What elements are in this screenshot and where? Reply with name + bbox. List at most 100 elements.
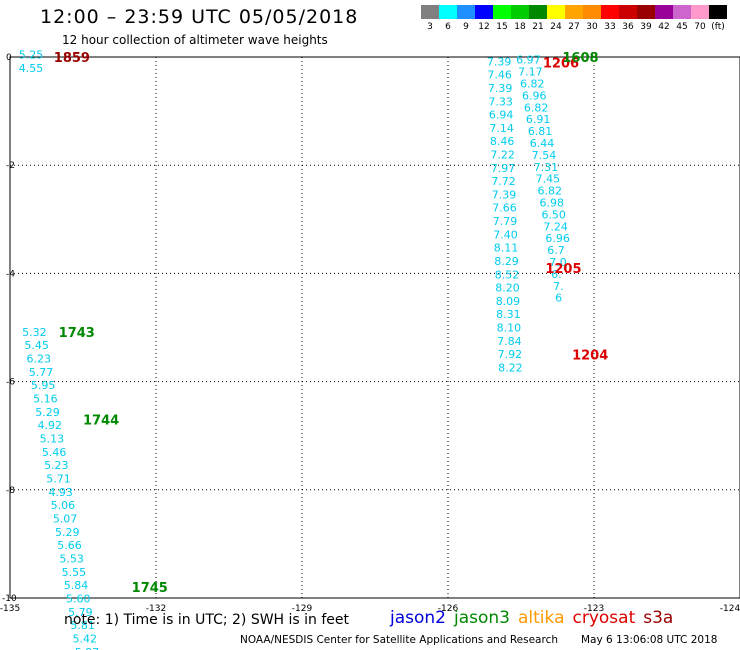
- chart-subtitle: 12 hour collection of altimeter wave hei…: [62, 33, 328, 47]
- wave-height-value: 6.82: [538, 185, 563, 198]
- legend-swatch: [673, 5, 691, 19]
- legend-label: 18: [514, 22, 526, 32]
- wave-height-value: 5.95: [31, 379, 56, 392]
- wave-height-value: 5.23: [44, 459, 69, 472]
- wave-height-value: 7.54: [532, 149, 557, 162]
- wave-height-value: 5.81: [70, 619, 95, 632]
- wave-height-value: 7.14: [489, 122, 514, 135]
- wave-height-value: 6.94: [489, 109, 514, 122]
- x-tick-label: -129: [292, 604, 313, 614]
- y-tick-label: -4: [6, 269, 15, 279]
- wave-height-value: 5.13: [40, 433, 65, 446]
- satellite-jason2: jason2: [390, 608, 446, 628]
- wave-height-value: 8.46: [490, 135, 515, 148]
- wave-height-value: 6: [555, 292, 562, 305]
- satellite-legend: jason2 jason3 altika cryosat s3a: [390, 608, 681, 628]
- wave-height-value: 7.31: [534, 161, 559, 174]
- pass-time-label: 1744: [83, 413, 119, 428]
- wave-height-value: 6.50: [541, 208, 566, 221]
- legend-swatch: [475, 5, 493, 19]
- wave-height-value: 7.72: [491, 175, 516, 188]
- legend-swatch: [637, 5, 655, 19]
- wave-height-value: 7.66: [492, 202, 516, 215]
- legend-label: (ft): [711, 22, 725, 32]
- pass-time-label: 1204: [572, 349, 608, 364]
- legend-label: 36: [622, 22, 634, 32]
- wave-height-value: 5.77: [29, 366, 53, 379]
- wave-height-value: 7.40: [493, 228, 518, 241]
- wave-height-value: 7.92: [498, 348, 523, 361]
- wave-height-value: 5.07: [53, 513, 78, 526]
- wave-height-value: 5.45: [24, 339, 49, 352]
- legend-label: 12: [478, 22, 490, 32]
- wave-height-value: 8.31: [496, 308, 521, 321]
- legend-swatch: [421, 5, 439, 19]
- wave-height-value: 6.7: [547, 244, 565, 257]
- x-tick-label: -126: [438, 604, 459, 614]
- wave-height-value: 5.42: [73, 633, 98, 646]
- legend-swatch: [511, 5, 529, 19]
- pass-time-label: 1206: [543, 56, 579, 71]
- satellite-cryosat: cryosat: [572, 608, 636, 628]
- wave-height-value: 5.97: [75, 646, 100, 650]
- x-tick-label: -123: [584, 604, 604, 614]
- wave-height-value: 6.96: [522, 89, 547, 102]
- satellite-jason3: jason3: [454, 608, 510, 628]
- legend-swatch: [601, 5, 619, 19]
- wave-height-value: 5.71: [46, 473, 71, 486]
- wave-height-value: 4.55: [19, 62, 44, 75]
- wave-height-value: 5.29: [35, 406, 60, 419]
- legend-label: 15: [496, 22, 508, 32]
- legend-swatch: [457, 5, 475, 19]
- wave-height-value: 5.84: [64, 579, 89, 592]
- plot-frame: [9, 56, 740, 599]
- wave-height-value: 5.55: [62, 566, 87, 579]
- y-tick-label: -2: [6, 161, 15, 171]
- legend-label: 24: [550, 22, 562, 32]
- wave-height-value: 7.45: [536, 173, 561, 186]
- wave-height-value: 6.44: [530, 137, 555, 150]
- wave-height-value: 8.09: [496, 295, 521, 308]
- wave-height-value: 7.97: [491, 162, 516, 175]
- legend-label: 3: [427, 22, 433, 32]
- wave-height-value: 5.60: [66, 593, 91, 606]
- legend-label: 6: [445, 22, 451, 32]
- wave-height-value: 7.33: [488, 95, 512, 108]
- wave-height-value: 8.11: [494, 242, 519, 255]
- wave-height-value: 7.17: [518, 66, 543, 79]
- wave-height-value: 7.39: [488, 82, 513, 95]
- wave-height-value: 7.24: [543, 220, 568, 233]
- wave-height-value: 5.46: [42, 446, 66, 459]
- credit-line: NOAA/NESDIS Center for Satellite Applica…: [240, 634, 558, 646]
- x-tick-label: -124: [720, 604, 740, 614]
- wave-height-value: 7.22: [490, 148, 514, 161]
- wave-height-value: 5.06: [51, 499, 76, 512]
- legend-swatch: [655, 5, 673, 19]
- wave-height-value: 8.10: [497, 322, 521, 335]
- wave-height-value: 8.52: [495, 268, 519, 281]
- wave-height-value: 6.82: [520, 78, 545, 91]
- y-tick-label: -10: [2, 594, 17, 604]
- pass-time-label: 1745: [132, 581, 168, 596]
- wave-height-value: 5.79: [68, 606, 93, 619]
- legend-label: 70: [694, 22, 706, 32]
- legend-swatch: [709, 5, 727, 19]
- legend-label: 33: [604, 22, 616, 32]
- wave-height-value: 7.46: [487, 69, 512, 82]
- wave-height-value: 6.98: [539, 197, 564, 210]
- chart-title: 12:00 – 23:59 UTC 05/05/2018: [40, 6, 359, 28]
- wave-height-value: 6.91: [526, 113, 551, 126]
- wave-height-value: 5.66: [57, 539, 82, 552]
- legend-label: 9: [463, 22, 469, 32]
- pass-time-label: 1205: [545, 262, 581, 277]
- satellite-s3a: s3a: [643, 608, 674, 628]
- legend-label: 30: [586, 22, 598, 32]
- y-tick-label: -6: [6, 378, 15, 388]
- wave-height-value: 6.23: [27, 352, 52, 365]
- wave-height-value: 5.16: [33, 393, 58, 406]
- legend-swatch: [565, 5, 583, 19]
- wave-height-value: 7.0: [549, 256, 567, 269]
- wave-height-value: 5.25: [19, 48, 44, 61]
- footer-note: note: 1) Time is in UTC; 2) SWH is in fe…: [64, 612, 350, 628]
- pass-time-label: 1608: [562, 51, 598, 66]
